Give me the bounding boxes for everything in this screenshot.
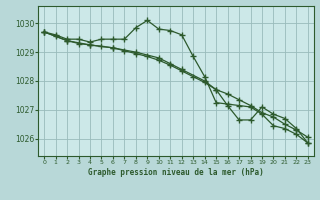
- X-axis label: Graphe pression niveau de la mer (hPa): Graphe pression niveau de la mer (hPa): [88, 168, 264, 177]
